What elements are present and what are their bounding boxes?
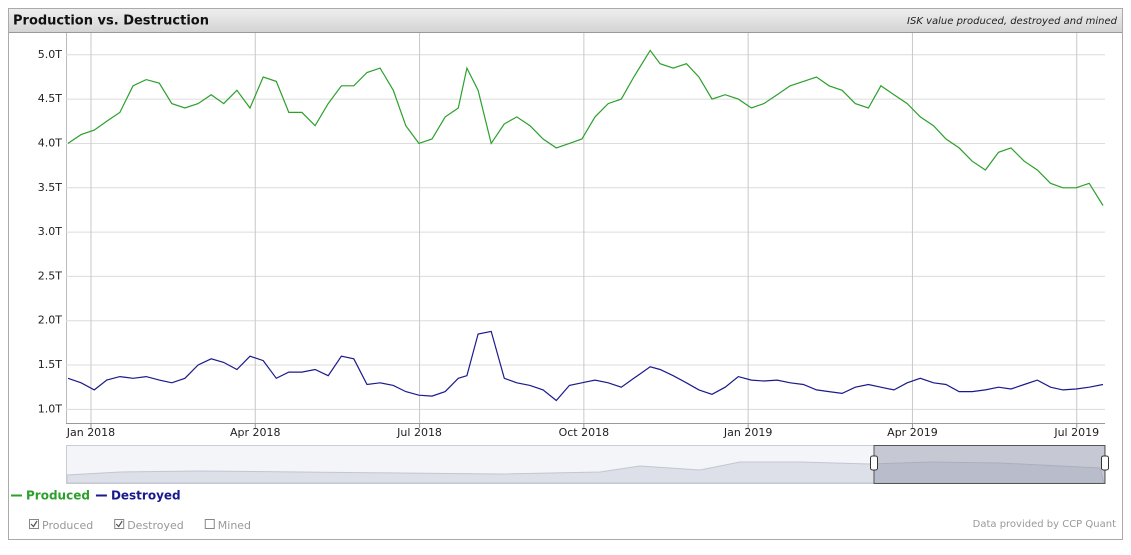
x-tick-label: Jul 2018 (396, 426, 442, 439)
y-tick-label: 1.5T (38, 358, 62, 371)
x-tick-label: Jan 2018 (66, 426, 115, 439)
checkbox-check (115, 520, 123, 528)
x-tick-label: Apr 2018 (230, 426, 281, 439)
x-tick-label: Oct 2018 (559, 426, 610, 439)
navigator-selection[interactable] (873, 445, 1106, 484)
panel-header (9, 9, 1122, 32)
series-line (67, 49, 1104, 206)
chart-title: Production vs. Destruction (13, 14, 209, 29)
y-tick-label: 3.5T (38, 181, 62, 194)
y-tick-label: 2.0T (38, 314, 62, 327)
navigator-handle[interactable] (1101, 455, 1109, 471)
chart-subtitle: ISK value produced, destroyed and mined (907, 16, 1118, 27)
y-tick-label: 2.5T (38, 269, 62, 282)
navigator-handle[interactable] (870, 455, 878, 471)
checkbox[interactable] (114, 519, 125, 529)
x-tick-label: Apr 2019 (887, 426, 938, 439)
series-line (67, 330, 1104, 402)
y-tick-label: 1.0T (38, 402, 62, 415)
x-tick-label: Jan 2019 (723, 426, 772, 439)
checkbox-label[interactable]: Produced (42, 519, 93, 532)
checkbox-label[interactable]: Destroyed (127, 519, 184, 532)
plot-area (66, 33, 1105, 423)
y-tick-label: 4.0T (38, 136, 62, 149)
legend-label[interactable]: Destroyed (111, 489, 181, 503)
credit: Data provided by CCP Quant (973, 519, 1116, 530)
y-tick-label: 4.5T (38, 92, 62, 105)
checkbox[interactable] (204, 519, 215, 529)
checkbox-check (30, 520, 38, 528)
navigator-area (66, 461, 1105, 484)
y-tick-label: 5.0T (38, 48, 62, 61)
legend-label[interactable]: Produced (26, 489, 90, 503)
x-tick-label: Jul 2019 (1053, 426, 1099, 439)
checkbox-label[interactable]: Mined (218, 519, 251, 532)
y-tick-label: 3.0T (38, 225, 62, 238)
checkbox[interactable] (29, 519, 39, 529)
